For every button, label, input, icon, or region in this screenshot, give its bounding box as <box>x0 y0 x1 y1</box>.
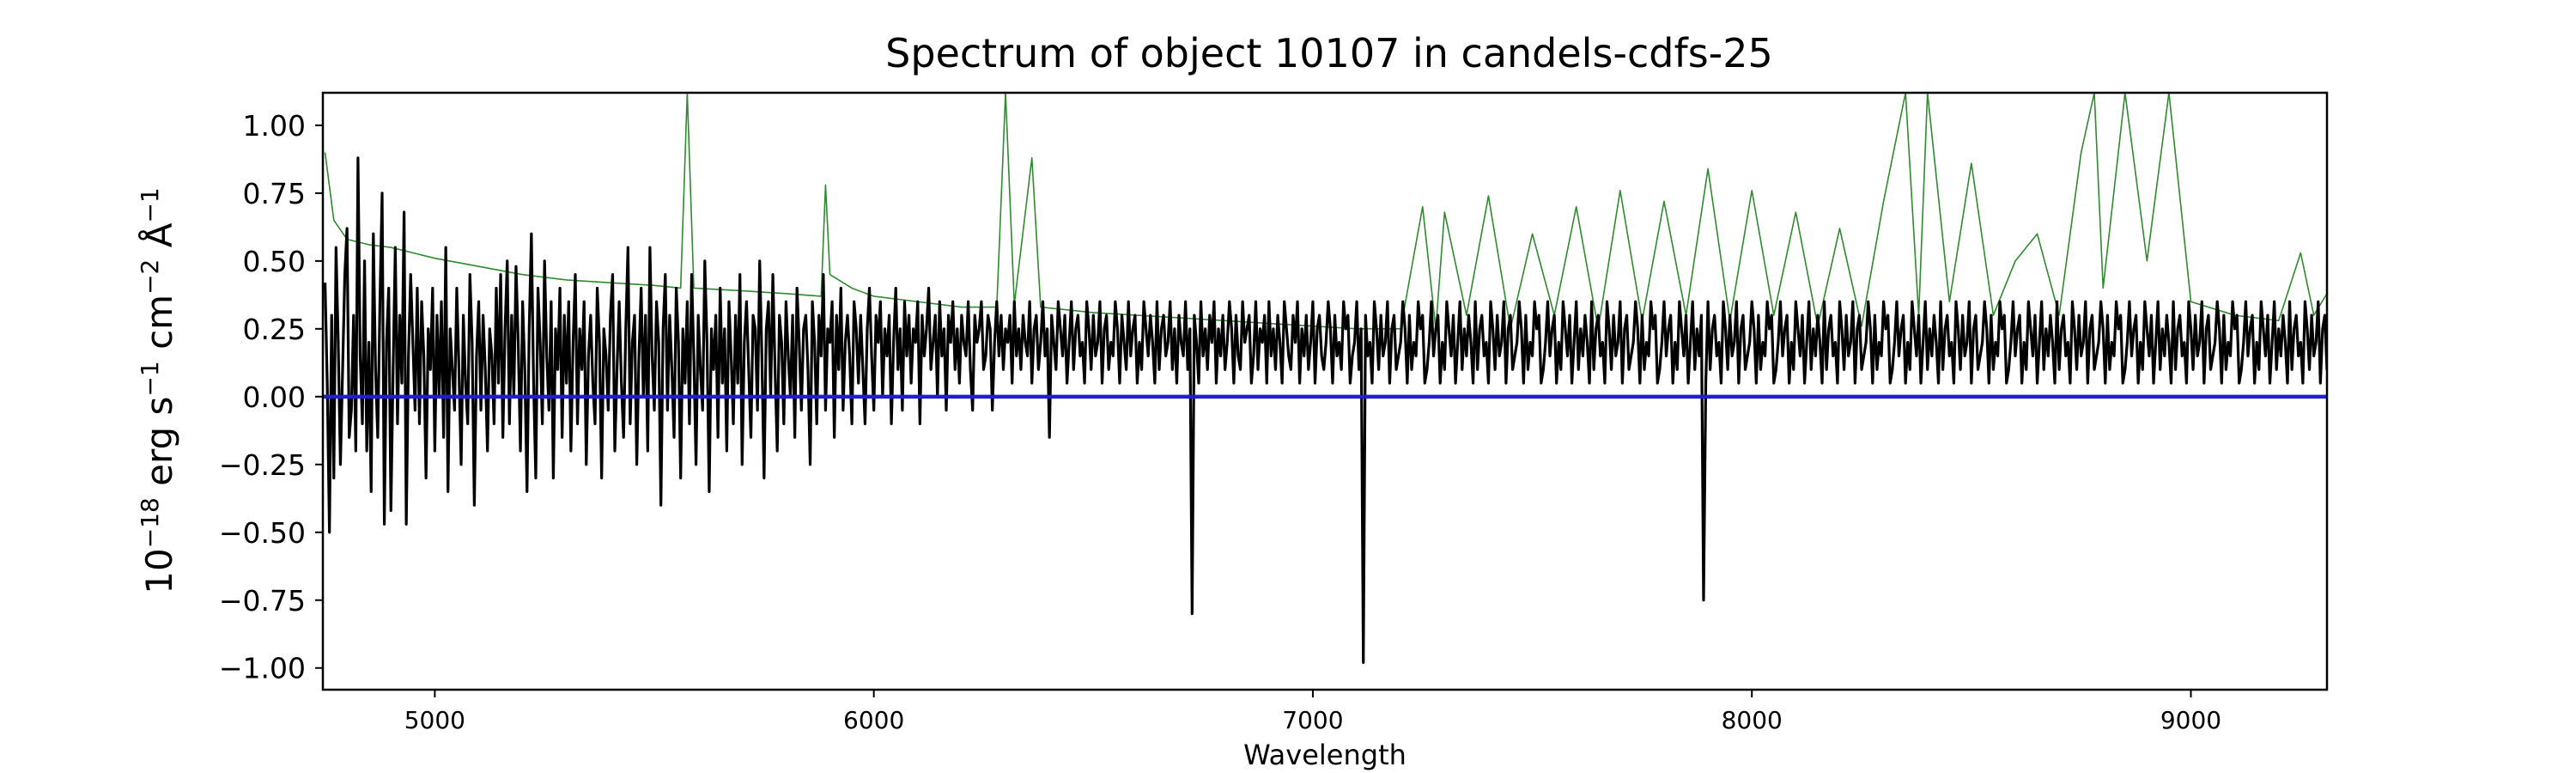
y-label-exp-angstrom: −1 <box>136 187 164 222</box>
plot-frame <box>321 91 2329 691</box>
y-label-exp-s: −1 <box>136 361 164 396</box>
y-label-erg-s: erg s <box>138 397 180 498</box>
error-line <box>324 93 2327 330</box>
y-tick-label: −0.50 <box>219 516 306 550</box>
x-tick-label: 6000 <box>843 706 904 734</box>
x-tick-label: 5000 <box>404 706 465 734</box>
flux-spectrum <box>323 156 2327 665</box>
y-label-exp-cm: −2 <box>136 259 164 295</box>
y-label-cm: cm <box>138 295 180 361</box>
flux-line <box>323 156 2327 665</box>
chart-title: Spectrum of object 10107 in candels-cdfs… <box>885 30 1773 76</box>
x-tick-label: 8000 <box>1722 706 1783 734</box>
y-tick-label: 0.00 <box>243 380 306 414</box>
y-axis-ticks: −1.00 −0.75 −0.50 −0.25 0.00 0.25 0.50 0.75 1.00 <box>219 109 323 685</box>
y-tick-label: 1.00 <box>243 109 306 143</box>
x-tick-label: 9000 <box>2160 706 2221 734</box>
x-axis-ticks: 5000 6000 7000 8000 9000 <box>404 690 2221 734</box>
error-spectrum <box>324 93 2327 330</box>
y-label-angstrom: Å <box>137 222 180 259</box>
y-label-exp-scale: −18 <box>136 497 164 548</box>
y-tick-label: 0.25 <box>243 313 306 346</box>
y-axis-label: 10−18 erg s−1 cm−2 Å−1 <box>136 187 181 593</box>
y-tick-label: 0.50 <box>243 245 306 278</box>
x-axis-label: Wavelength <box>1243 739 1406 771</box>
y-tick-label: −0.75 <box>219 584 306 618</box>
y-label-base: 10 <box>138 548 180 593</box>
y-tick-label: 0.75 <box>243 177 306 210</box>
y-tick-label: −0.25 <box>219 448 306 482</box>
x-tick-label: 7000 <box>1282 706 1343 734</box>
y-tick-label: −1.00 <box>219 652 306 685</box>
